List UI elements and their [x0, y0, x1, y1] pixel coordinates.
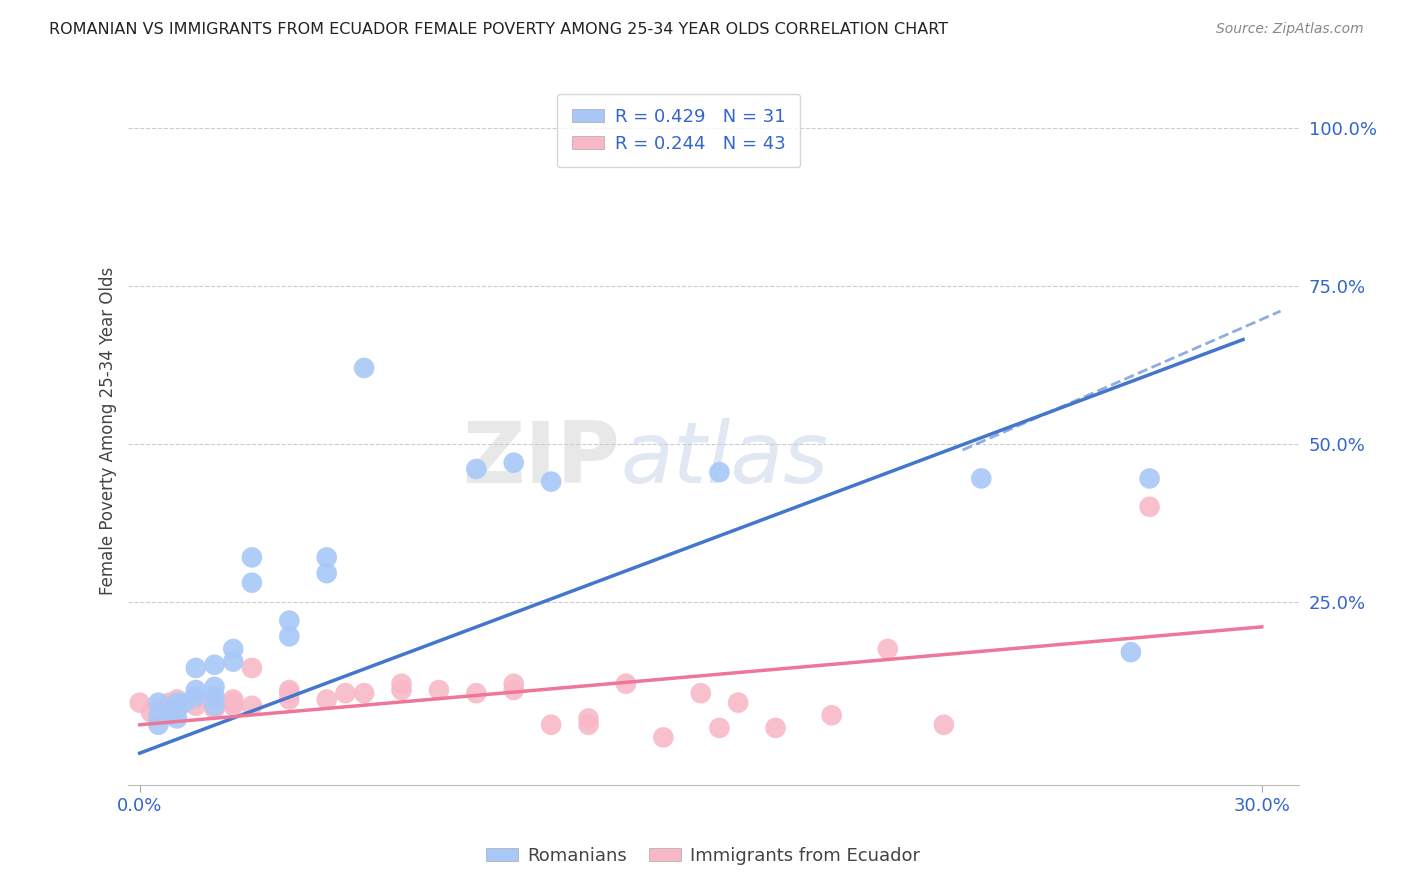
Point [709, 721, 731, 735]
Point [204, 680, 226, 694]
Point [222, 692, 245, 706]
Point [159, 696, 181, 710]
Point [240, 661, 263, 675]
Point [184, 692, 207, 706]
Point [204, 690, 226, 704]
Text: Source: ZipAtlas.com: Source: ZipAtlas.com [1216, 22, 1364, 37]
Point [578, 711, 600, 725]
Point [166, 702, 188, 716]
Point [166, 711, 188, 725]
Point [1139, 471, 1161, 485]
Point [148, 708, 170, 723]
Point [540, 475, 562, 489]
Point [240, 575, 263, 590]
Point [391, 683, 413, 698]
Point [502, 676, 524, 690]
Legend: Romanians, Immigrants from Ecuador: Romanians, Immigrants from Ecuador [478, 840, 928, 872]
Point [353, 360, 375, 375]
Point [765, 721, 787, 735]
Point [184, 690, 207, 704]
Point [502, 456, 524, 470]
Y-axis label: Female Poverty Among 25-34 Year Olds: Female Poverty Among 25-34 Year Olds [100, 267, 117, 595]
Point [278, 614, 301, 628]
Point [222, 698, 245, 713]
Point [315, 550, 337, 565]
Point [204, 657, 226, 672]
Point [166, 698, 188, 713]
Point [204, 698, 226, 713]
Point [614, 676, 637, 690]
Text: ROMANIAN VS IMMIGRANTS FROM ECUADOR FEMALE POVERTY AMONG 25-34 YEAR OLDS CORRELA: ROMANIAN VS IMMIGRANTS FROM ECUADOR FEMA… [49, 22, 948, 37]
Point [128, 696, 150, 710]
Point [173, 696, 195, 710]
Point [502, 683, 524, 698]
Point [278, 683, 301, 698]
Point [222, 696, 245, 710]
Point [204, 702, 226, 716]
Legend: R = 0.429   N = 31, R = 0.244   N = 43: R = 0.429 N = 31, R = 0.244 N = 43 [557, 94, 800, 168]
Point [689, 686, 711, 700]
Point [155, 705, 177, 719]
Point [278, 686, 301, 700]
Point [184, 661, 207, 675]
Point [222, 642, 245, 657]
Point [652, 731, 675, 745]
Point [353, 686, 375, 700]
Point [278, 692, 301, 706]
Point [315, 692, 337, 706]
Text: ZIP: ZIP [463, 417, 620, 501]
Point [335, 686, 357, 700]
Point [204, 698, 226, 713]
Point [159, 708, 181, 723]
Point [970, 471, 993, 485]
Point [278, 629, 301, 643]
Point [166, 702, 188, 716]
Point [166, 696, 188, 710]
Point [139, 705, 162, 719]
Point [578, 718, 600, 732]
Point [391, 676, 413, 690]
Point [727, 696, 749, 710]
Point [148, 718, 170, 732]
Point [1139, 500, 1161, 514]
Point [932, 718, 955, 732]
Point [315, 566, 337, 581]
Point [148, 702, 170, 716]
Point [184, 698, 207, 713]
Point [427, 683, 450, 698]
Point [709, 465, 731, 479]
Point [222, 655, 245, 669]
Point [540, 718, 562, 732]
Point [465, 462, 488, 476]
Text: atlas: atlas [620, 417, 828, 501]
Point [148, 696, 170, 710]
Point [184, 683, 207, 698]
Point [465, 686, 488, 700]
Point [166, 692, 188, 706]
Point [876, 642, 898, 657]
Point [1119, 645, 1142, 659]
Point [240, 698, 263, 713]
Point [821, 708, 844, 723]
Point [240, 550, 263, 565]
Point [204, 696, 226, 710]
